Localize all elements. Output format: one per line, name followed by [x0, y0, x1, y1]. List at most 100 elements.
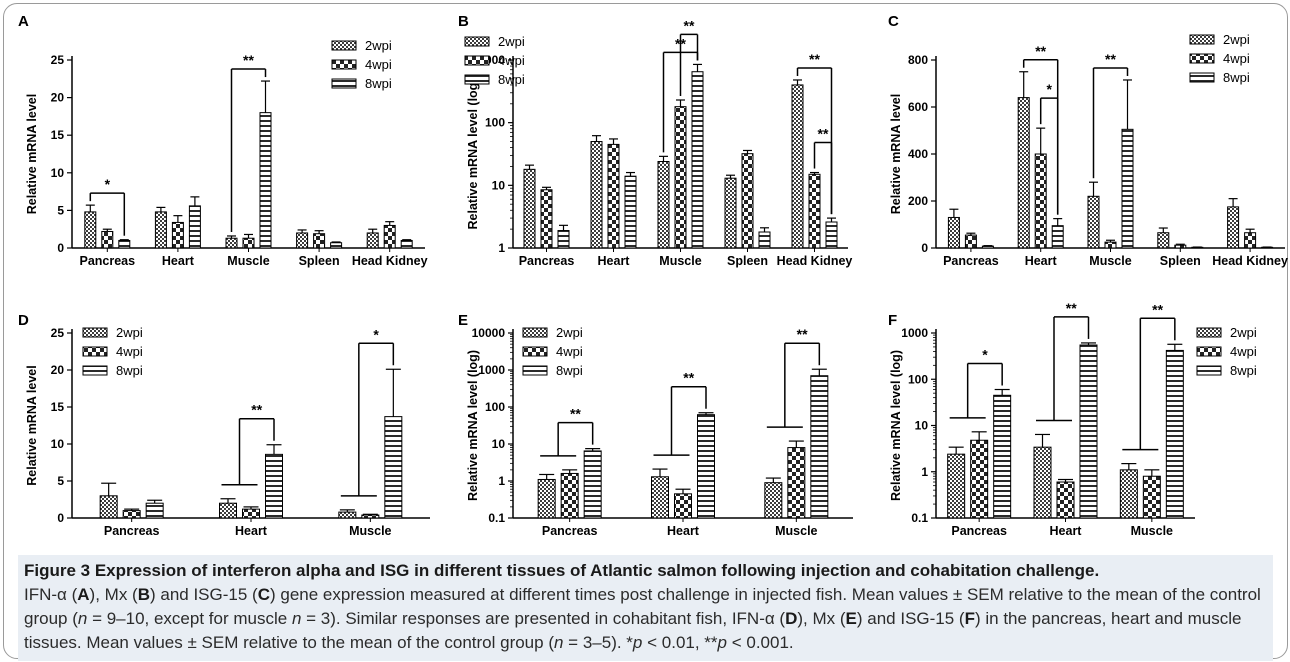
bar [970, 439, 989, 519]
legend-label: 4wpi [365, 57, 392, 72]
bar [1034, 153, 1047, 249]
bar [651, 476, 669, 519]
legend-label: 4wpi [498, 53, 525, 68]
bar [361, 514, 380, 519]
panel-E: E 0.1 1 10 100 1000 10000 Relative mRNA level (… [458, 312, 853, 538]
legend-label: 4wpi [116, 344, 143, 359]
bar [259, 112, 272, 249]
y-tick-label: 400 [908, 147, 928, 161]
x-tick-label: Muscle [227, 254, 269, 268]
legend-label: 4wpi [1223, 51, 1250, 66]
y-axis-title: Relative mRNA level [889, 94, 903, 214]
bar [330, 242, 343, 249]
y-tick-label: 100 [485, 116, 505, 130]
y-tick-label: 20 [51, 363, 65, 377]
bar [993, 394, 1012, 519]
bar [242, 508, 260, 519]
legend-swatch [464, 36, 490, 47]
panel-label: E [458, 312, 468, 329]
bar [947, 453, 966, 519]
bar [523, 168, 536, 249]
bar [296, 232, 309, 249]
caption-title: Figure 3 Expression of interferon alpha … [24, 561, 1100, 580]
bar [808, 173, 821, 249]
legend-swatch [1189, 72, 1215, 83]
y-tick-label: 800 [908, 53, 928, 67]
y-axis-title: Relative mRNA level [25, 365, 39, 485]
significance-label: * [105, 176, 111, 192]
legend-swatch [82, 346, 108, 357]
y-tick-label: 20 [51, 91, 65, 105]
bar [674, 106, 687, 249]
x-tick-label: Pancreas [542, 524, 598, 538]
bar [764, 482, 783, 519]
y-tick-label: 0 [57, 511, 64, 525]
legend: 2wpi 4wpi 8wpi [522, 325, 583, 378]
legend-swatch [1196, 346, 1222, 357]
legend-swatch [522, 365, 548, 376]
y-tick-label: 10 [492, 437, 506, 451]
bar [1087, 195, 1100, 249]
significance-label: ** [243, 52, 254, 68]
x-tick-label: Head Kidney [352, 254, 428, 268]
bar [171, 221, 184, 249]
significance-label: ** [251, 402, 262, 418]
x-tick-label: Pancreas [519, 254, 575, 268]
legend: 2wpi 4wpi 8wpi [82, 325, 143, 378]
bar [540, 189, 553, 249]
legend-label: 2wpi [556, 325, 583, 340]
legend-swatch [82, 327, 108, 338]
y-tick-label: 25 [51, 326, 65, 340]
bar [400, 239, 413, 249]
y-tick-label: 100 [908, 372, 928, 386]
legend: 2wpi 4wpi 8wpi [1196, 325, 1257, 378]
bar [338, 511, 357, 519]
significance-label: ** [1152, 301, 1163, 317]
bar [810, 375, 829, 519]
y-axis-title: Relative mRNA level (log) [466, 79, 480, 230]
legend-swatch [1189, 53, 1215, 64]
bar [825, 221, 838, 249]
legend: 2wpi 4wpi 8wpi [331, 38, 392, 91]
bar [1119, 469, 1138, 519]
y-tick-label: 1 [921, 465, 928, 479]
panel-label: B [458, 13, 469, 30]
legend-label: 8wpi [1230, 363, 1257, 378]
x-tick-label: Pancreas [79, 254, 135, 268]
significance-label: ** [797, 326, 808, 342]
bar [607, 143, 620, 249]
panel-C: C 0 200 400 600 800 Relative mRNA level Pancrea… [888, 13, 1288, 268]
bar [560, 472, 579, 519]
legend-swatch [1196, 365, 1222, 376]
x-tick-label: Muscle [1089, 254, 1131, 268]
bar [657, 161, 670, 249]
panel-label: C [888, 13, 899, 30]
legend-label: 8wpi [556, 363, 583, 378]
y-tick-label: 5 [57, 474, 64, 488]
bar [1244, 232, 1257, 249]
x-tick-label: Heart [1050, 524, 1083, 538]
bar [1227, 206, 1240, 249]
legend-label: 4wpi [1230, 344, 1257, 359]
bar [964, 234, 977, 249]
bar [758, 231, 771, 249]
y-axis-title: Relative mRNA level (log) [889, 350, 903, 501]
bar [1033, 446, 1052, 519]
x-tick-label: Spleen [727, 254, 768, 268]
bar [741, 153, 754, 249]
bar [313, 233, 326, 249]
bar [101, 230, 114, 249]
legend-label: 2wpi [116, 325, 143, 340]
y-tick-label: 10 [915, 419, 929, 433]
y-tick-label: 25 [51, 53, 65, 67]
y-tick-label: 1000 [478, 363, 505, 377]
y-tick-label: 0.1 [488, 511, 505, 525]
bar [1051, 225, 1064, 249]
significance-label: * [373, 326, 379, 342]
x-tick-label: Spleen [1160, 254, 1201, 268]
legend-label: 2wpi [365, 38, 392, 53]
bar [1165, 349, 1184, 519]
x-tick-label: Heart [667, 524, 700, 538]
